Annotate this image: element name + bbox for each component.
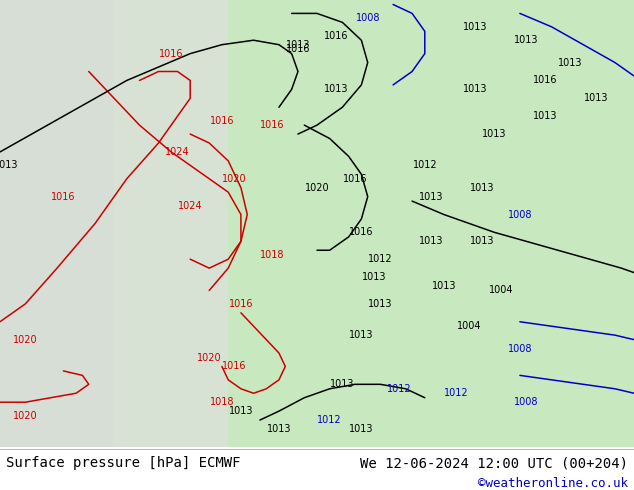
Bar <box>0 0 228 447</box>
Text: 1008: 1008 <box>356 13 380 23</box>
Text: 1016: 1016 <box>229 299 253 309</box>
Text: 1020: 1020 <box>197 352 221 363</box>
Text: 1020: 1020 <box>13 411 37 420</box>
Text: 1020: 1020 <box>305 183 329 193</box>
Text: 1012: 1012 <box>387 384 411 394</box>
Text: 1018: 1018 <box>261 250 285 260</box>
Text: 1013: 1013 <box>419 192 443 201</box>
Text: 1013: 1013 <box>362 272 386 282</box>
Text: 1013: 1013 <box>559 57 583 68</box>
Text: Surface pressure [hPa] ECMWF: Surface pressure [hPa] ECMWF <box>6 456 241 470</box>
Text: ©weatheronline.co.uk: ©weatheronline.co.uk <box>477 477 628 490</box>
Text: 1013: 1013 <box>470 236 494 246</box>
Text: 1013: 1013 <box>267 424 291 434</box>
Text: 1012: 1012 <box>444 388 469 398</box>
Text: 1016: 1016 <box>343 174 367 184</box>
Text: 1018: 1018 <box>210 397 234 407</box>
Text: 1016: 1016 <box>324 31 348 41</box>
Text: 1008: 1008 <box>508 343 532 354</box>
Text: 1013: 1013 <box>514 35 538 45</box>
Text: 1020: 1020 <box>13 335 37 344</box>
Text: 1020: 1020 <box>223 174 247 184</box>
Text: 1016: 1016 <box>223 362 247 371</box>
Text: 1016: 1016 <box>210 116 234 125</box>
Text: 1013: 1013 <box>533 111 557 121</box>
Bar <box>0 0 114 447</box>
Text: 1016: 1016 <box>533 75 557 85</box>
Text: 1013: 1013 <box>419 236 443 246</box>
Text: 1013: 1013 <box>482 129 507 139</box>
Text: 1024: 1024 <box>178 200 202 211</box>
Text: 1013: 1013 <box>330 379 354 390</box>
Text: 1013: 1013 <box>432 281 456 291</box>
Text: 1008: 1008 <box>514 397 538 407</box>
Text: 1004: 1004 <box>489 286 513 295</box>
Text: 1013: 1013 <box>584 93 608 103</box>
Text: 1024: 1024 <box>165 147 190 157</box>
Text: 1013: 1013 <box>229 406 253 416</box>
Text: 1013: 1013 <box>368 299 392 309</box>
Text: 1012: 1012 <box>318 415 342 425</box>
Text: 1016: 1016 <box>51 192 75 201</box>
Text: 1013: 1013 <box>286 40 310 49</box>
Text: 1013: 1013 <box>470 183 494 193</box>
Text: 1013: 1013 <box>324 84 348 95</box>
Text: 1016: 1016 <box>349 227 373 237</box>
Text: 1008: 1008 <box>508 210 532 220</box>
Text: 1013: 1013 <box>463 22 488 32</box>
Text: 1013: 1013 <box>349 330 373 340</box>
Text: We 12-06-2024 12:00 UTC (00+204): We 12-06-2024 12:00 UTC (00+204) <box>359 456 628 470</box>
Text: 1016: 1016 <box>159 49 183 59</box>
Text: 1016: 1016 <box>261 120 285 130</box>
Text: 1012: 1012 <box>413 160 437 171</box>
Text: 1013: 1013 <box>463 84 488 95</box>
Text: 1016: 1016 <box>286 44 310 54</box>
Text: 1004: 1004 <box>457 321 481 331</box>
Text: 1013: 1013 <box>0 160 18 171</box>
Text: 1013: 1013 <box>349 424 373 434</box>
Text: 1012: 1012 <box>368 254 392 264</box>
